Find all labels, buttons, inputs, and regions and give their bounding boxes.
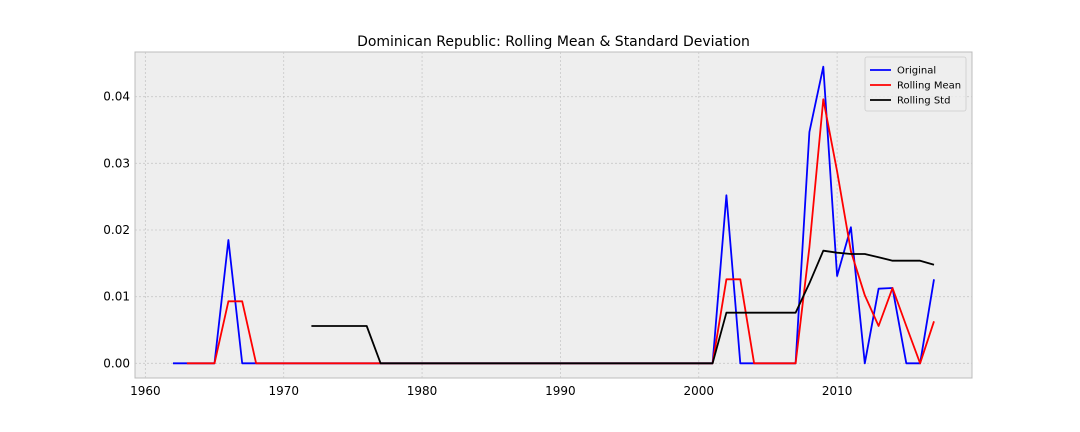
legend: Original Rolling Mean Rolling Std [864, 56, 967, 112]
x-tick-label: 2000 [683, 384, 714, 398]
x-tick-label: 2010 [822, 384, 853, 398]
x-tick-label: 1990 [545, 384, 576, 398]
x-tick-label: 1970 [268, 384, 299, 398]
x-axis-ticks: 1960 1970 1980 1990 2000 2010 [130, 384, 852, 398]
y-tick-label: 0.01 [103, 290, 130, 304]
grid [135, 52, 972, 378]
legend-label: Original [897, 66, 936, 77]
plot-area [134, 51, 973, 379]
legend-label: Rolling Std [897, 96, 950, 107]
x-tick-label: 1980 [407, 384, 438, 398]
y-tick-label: 0.00 [103, 356, 130, 370]
y-tick-label: 0.04 [103, 90, 130, 104]
y-tick-label: 0.02 [103, 223, 130, 237]
x-tick-label: 1960 [130, 384, 161, 398]
series-lines [173, 65, 935, 365]
y-axis-ticks: 0.00 0.01 0.02 0.03 0.04 [103, 90, 130, 371]
chart-title: Dominican Republic: Rolling Mean & Stand… [357, 34, 750, 50]
series-line-rolling-std [311, 249, 935, 365]
y-tick-label: 0.03 [103, 156, 130, 170]
legend-label: Rolling Mean [897, 81, 961, 92]
